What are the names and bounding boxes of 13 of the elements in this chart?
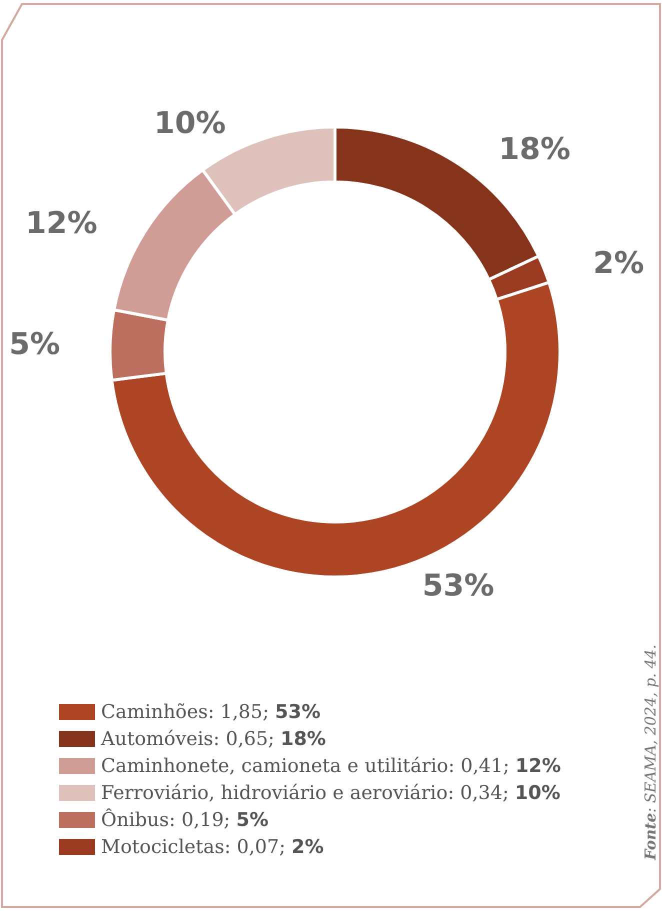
data-label: 12%: [26, 206, 98, 241]
legend-label: Caminhonete, camioneta e utilitário: 0,41; 12%: [101, 755, 561, 777]
source-note: Fonte: SEAMA, 2024, p. 44.: [642, 644, 660, 861]
legend-label: Motocicletas: 0,07; 2%: [101, 836, 324, 858]
data-label: 53%: [422, 568, 494, 604]
legend-label: Ônibus: 0,19; 5%: [101, 808, 268, 831]
legend-label: Automóveis: 0,65; 18%: [100, 728, 326, 750]
data-label: 10%: [154, 106, 226, 142]
legend-label: Ferroviário, hidroviário e aeroviário: 0,34; 10%: [101, 782, 560, 804]
legend-label: Caminhões: 1,85; 53%: [101, 701, 321, 723]
data-label: 2%: [593, 246, 644, 282]
data-label: 5%: [9, 326, 60, 362]
data-label: 18%: [498, 132, 570, 167]
